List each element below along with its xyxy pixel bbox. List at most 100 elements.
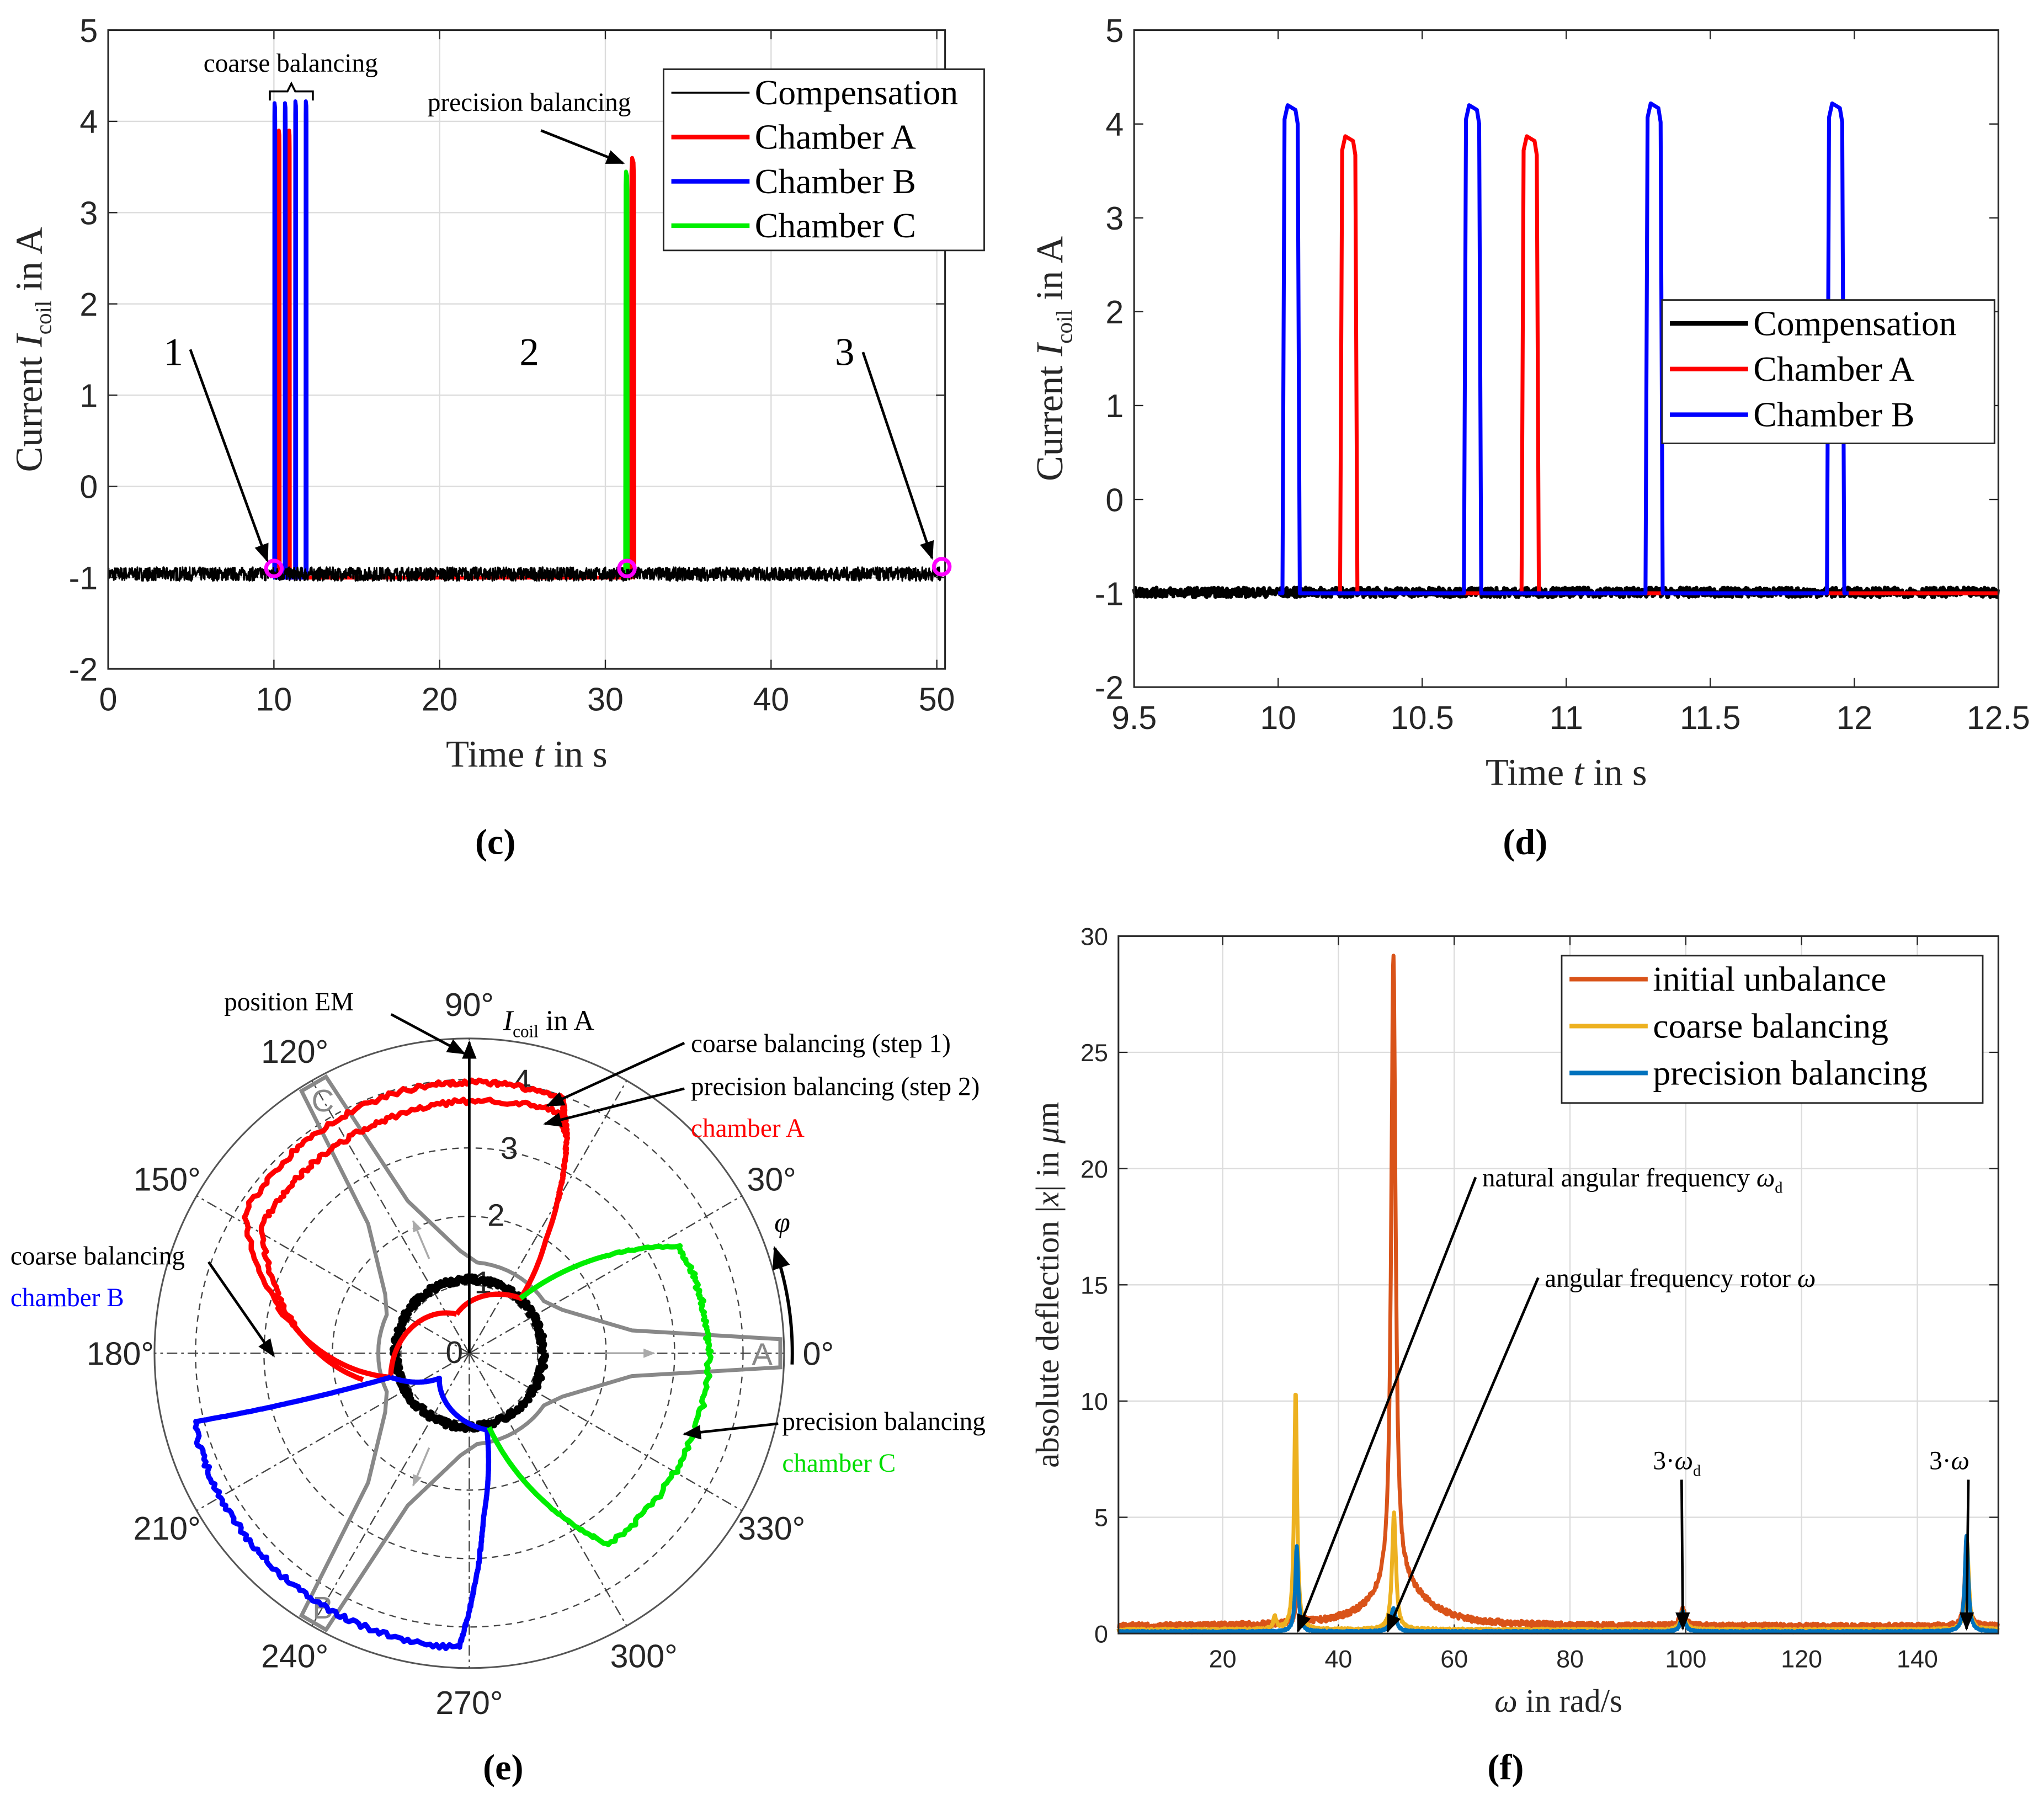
phi-direction-arrow [773,1245,794,1365]
y-tick-label: 4 [79,104,98,140]
annotation-step-2: 2 [519,331,539,374]
annotation-arrow [1959,1479,1974,1631]
y-tick-label: 15 [1080,1271,1108,1299]
y-tick-label: -1 [69,560,98,597]
x-tick-label: 20 [422,682,458,718]
legend: Compensation Chamber A Chamber B [1661,299,1995,444]
chart-panel-c: 0 10 20 30 40 50 -2 -1 0 1 2 3 4 5 Time t in s Current … [8,13,985,775]
coarse-balancing-brace [269,81,314,101]
series-line-chamber-a [276,128,637,580]
y-tick-label: 25 [1080,1039,1108,1067]
annotation-frequency: natural angular frequency ωd [1482,1164,1783,1197]
legend-label: precision balancing [1653,1053,1928,1093]
chart-panel-e: 0° 30° 90° 120° 150° 180° 210° 240° 270° 300° 330°… [10,987,986,1721]
axes-box [1117,935,1999,1635]
x-tick-label: 120 [1781,1645,1822,1673]
coil-direction-arrow [412,1447,430,1487]
y-tick-label: 5 [79,13,98,49]
panel-label-c: (c) [475,822,515,863]
y-tick-label: -2 [69,651,98,688]
x-tick-label: 40 [1324,1645,1352,1673]
legend-label: Chamber B [1753,395,1914,434]
panel-label-d: (d) [1503,822,1547,863]
y-tick-label: -2 [1095,669,1124,706]
theta-tick-label: 30° [747,1161,796,1197]
r-tick-label: 4 [513,1064,531,1099]
event-marker [617,558,637,578]
y-axis-label: Current Icoil in A [8,227,56,472]
x-tick-label: 60 [1440,1645,1468,1673]
y-tick-label: 0 [1094,1620,1108,1648]
annotation-arrow [682,1422,779,1440]
arrow-step-3 [861,352,934,560]
theta-tick-label: 300° [610,1638,678,1674]
theta-tick-label: 120° [261,1034,328,1070]
annotation-arrow [1675,1479,1690,1631]
x-tick-label: 12.5 [1967,700,2030,736]
theta-tick-label: 270° [435,1685,503,1721]
y-tick-label: 0 [1105,482,1124,518]
arrow-step-1 [189,349,269,563]
annotation-arrow [207,1261,275,1358]
y-tick-label: 5 [1094,1504,1108,1532]
y-tick-label: 2 [79,286,98,323]
x-tick-label: 20 [1209,1645,1237,1673]
legend-box [662,68,985,252]
annotation-label: precision balancing (step 2) [691,1073,980,1101]
legend-box [1561,955,1984,1104]
theta-tick-label: 240° [261,1638,328,1674]
series-line-chamber-c [623,169,630,580]
x-tick-label: 40 [753,682,789,718]
annotation-frequency: 3·ωd [1653,1447,1701,1480]
axes-box [107,29,946,670]
x-axis-label: Time t in s [446,733,608,775]
annotation-label: precision balancing [782,1408,986,1436]
r-tick-label: 0 [445,1335,463,1370]
arrow-precision-balancing [540,129,625,164]
x-tick-label: 30 [587,682,624,718]
y-tick-label: -1 [1095,576,1124,612]
y-tick-label: 30 [1080,923,1108,951]
annotation-label: position EM [224,988,354,1016]
annotation-arrow [390,1013,466,1055]
legend-label: initial unbalance [1653,960,1886,999]
axes-box [1133,29,1999,688]
annotation-label: chamber C [782,1449,896,1478]
legend-label: Compensation [1753,304,1956,343]
series-line-compensation [1132,585,2000,599]
y-tick-label: 2 [1105,294,1124,331]
panel-label-f: (f) [1487,1748,1524,1788]
legend: initial unbalance coarse balancing precisi… [1561,955,1984,1104]
legend-label: Chamber B [755,162,916,201]
series-line-compensation [107,566,943,582]
x-axis-label: Time t in s [1486,751,1647,793]
y-tick-label: 10 [1080,1387,1108,1415]
y-tick-label: 4 [1105,107,1124,143]
annotation-arrow [543,1087,685,1127]
series-line-chamber-b [1278,101,1849,595]
x-tick-label: 0 [99,682,118,718]
y-axis-label: Current Icoil in A [1029,236,1077,481]
annotation-arrow [1386,1277,1540,1633]
legend-label: Compensation [755,73,958,112]
x-tick-label: 140 [1897,1645,1938,1673]
x-tick-label: 10.5 [1391,700,1454,736]
legend-label: coarse balancing [1653,1007,1888,1046]
x-tick-label: 100 [1665,1645,1706,1673]
event-marker [264,558,284,578]
phi-label: φ [774,1207,790,1239]
annotation-coarse-balancing: coarse balancing [204,49,378,78]
polar-series-chamber-b-coarse-balancing [193,1375,492,1652]
annotation-arrow [1296,1177,1477,1633]
annotation-frequency: 3·ω [1929,1447,1970,1476]
series-line-initial-unbalance [1117,954,2000,1631]
series-line-precision-balancing [1117,1534,2000,1635]
theta-tick-label: 180° [87,1336,154,1372]
annotation-label: coarse balancing (step 1) [691,1030,951,1058]
theta-tick-label: 150° [134,1161,201,1197]
polar-series-chamber-c-precision-balancing [487,1243,714,1547]
y-tick-label: 3 [79,195,98,232]
y-tick-label: 1 [1105,388,1124,424]
